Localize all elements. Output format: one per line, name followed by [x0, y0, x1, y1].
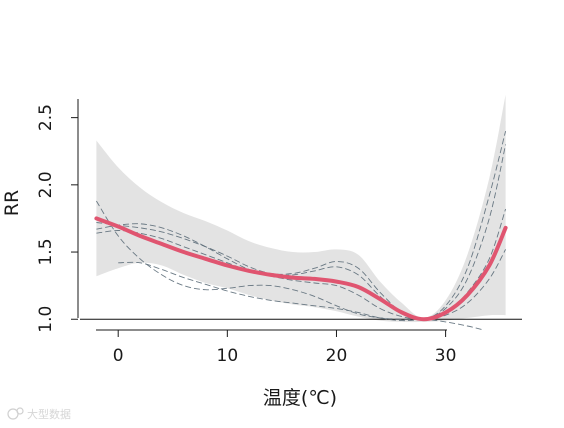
x-tick-label-20: 20 [326, 346, 348, 366]
x-tick-label-10: 10 [217, 346, 239, 366]
axes [77, 99, 447, 331]
watermark-logo-icon [7, 407, 24, 420]
y-tick-label-2: 2.0 [36, 171, 56, 198]
y-axis-title: RR [1, 190, 23, 216]
x-tick-label-0: 0 [113, 346, 124, 366]
sensitivity-curve-5 [118, 249, 506, 322]
x-tick-label-30: 30 [435, 346, 457, 366]
y-tick-label-1.5: 1.5 [36, 238, 56, 265]
watermark-text: 大型数据 [27, 407, 71, 421]
ticks: 0 10 20 30 1.0 1.5 2.0 2.5 [36, 104, 456, 366]
y-tick-label-2.5: 2.5 [36, 104, 56, 131]
x-axis-title: 温度(℃) [263, 387, 337, 409]
main-curve-layer [94, 216, 508, 322]
sensitivity-curve-2 [96, 144, 507, 320]
main-curve [94, 216, 508, 322]
y-tick-label-1: 1.0 [36, 306, 56, 333]
sensitivity-curve-1 [96, 130, 507, 320]
watermark: 大型数据 [7, 407, 71, 421]
confidence-band-layer [96, 94, 506, 323]
confidence-band [96, 94, 506, 323]
